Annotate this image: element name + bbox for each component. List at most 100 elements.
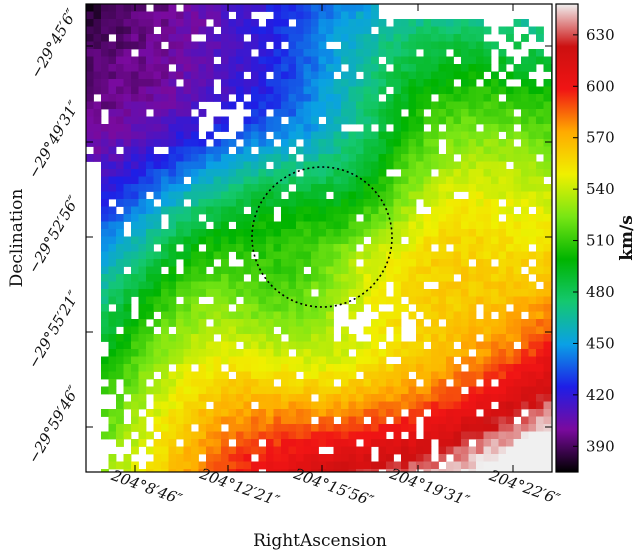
velocity-cell: [506, 101, 514, 110]
velocity-cell: [198, 49, 207, 57]
velocity-cell: [543, 319, 552, 327]
velocity-cell: [393, 86, 402, 95]
velocity-cell: [438, 394, 447, 402]
velocity-cell: [528, 386, 537, 395]
velocity-cell: [281, 364, 289, 372]
velocity-cell: [258, 71, 267, 80]
velocity-cell: [198, 4, 207, 12]
velocity-cell: [453, 214, 462, 222]
velocity-cell: [273, 26, 282, 35]
velocity-cell: [461, 139, 469, 147]
velocity-cell: [536, 94, 544, 102]
velocity-cell: [393, 146, 402, 155]
velocity-cell: [288, 206, 297, 215]
velocity-cell: [431, 19, 439, 27]
velocity-cell: [251, 229, 259, 237]
velocity-cell: [213, 274, 222, 282]
velocity-cell: [288, 4, 297, 12]
velocity-cell: [371, 349, 379, 357]
velocity-cell: [176, 221, 184, 230]
velocity-cell: [378, 266, 387, 275]
velocity-cell: [213, 169, 222, 177]
velocity-cell: [521, 191, 529, 200]
velocity-cell: [273, 371, 282, 380]
velocity-cell: [101, 259, 109, 267]
velocity-cell: [483, 116, 492, 125]
velocity-cell: [468, 131, 477, 140]
velocity-cell: [228, 64, 237, 72]
velocity-cell: [221, 296, 229, 305]
velocity-cell: [446, 259, 454, 267]
velocity-cell: [228, 206, 237, 215]
velocity-cell: [153, 319, 162, 327]
velocity-cell: [273, 244, 282, 252]
velocity-cell: [131, 131, 139, 140]
velocity-cell: [161, 446, 169, 455]
velocity-cell: [251, 289, 259, 297]
velocity-cell: [176, 311, 184, 320]
velocity-cell: [288, 334, 297, 342]
velocity-cell: [123, 131, 132, 140]
velocity-cell: [341, 394, 349, 402]
velocity-cell: [536, 169, 544, 177]
velocity-cell: [528, 469, 537, 472]
velocity-cell: [108, 334, 117, 342]
velocity-cell: [228, 416, 237, 425]
velocity-cell: [341, 341, 349, 350]
velocity-cell: [213, 11, 222, 20]
velocity-cell: [393, 49, 402, 57]
velocity-cell: [536, 401, 544, 410]
velocity-cell: [393, 154, 402, 162]
velocity-cell: [183, 34, 192, 42]
velocity-cell: [513, 169, 522, 177]
velocity-cell: [521, 214, 529, 222]
velocity-cell: [243, 19, 252, 27]
velocity-cell: [168, 184, 177, 192]
velocity-cell: [348, 161, 357, 170]
velocity-cell: [116, 199, 124, 207]
velocity-cell: [243, 371, 252, 380]
velocity-cell: [266, 431, 274, 440]
velocity-cell: [521, 364, 529, 372]
velocity-cell: [266, 341, 274, 350]
velocity-cell: [341, 116, 349, 125]
velocity-cell: [251, 281, 259, 290]
velocity-cell: [386, 401, 394, 410]
velocity-cell: [371, 386, 379, 395]
velocity-cell: [521, 394, 529, 402]
velocity-cell: [408, 206, 417, 215]
velocity-cell: [416, 266, 424, 275]
velocity-cell: [236, 229, 244, 237]
velocity-cell: [296, 311, 304, 320]
velocity-cell: [341, 259, 349, 267]
velocity-cell: [378, 214, 387, 222]
velocity-cell: [453, 446, 462, 455]
velocity-cell: [138, 199, 147, 207]
velocity-cell: [386, 26, 394, 35]
velocity-cell: [123, 424, 132, 432]
velocity-cell: [198, 56, 207, 65]
velocity-cell: [446, 214, 454, 222]
velocity-cell: [108, 251, 117, 260]
velocity-cell: [176, 64, 184, 72]
velocity-cell: [176, 124, 184, 132]
velocity-cell: [176, 131, 184, 140]
velocity-cell: [116, 371, 124, 380]
velocity-cell: [536, 409, 544, 417]
velocity-cell: [258, 191, 267, 200]
velocity-cell: [311, 86, 319, 95]
velocity-cell: [513, 281, 522, 290]
velocity-cell: [453, 469, 462, 472]
velocity-cell: [206, 304, 214, 312]
velocity-cell: [251, 371, 259, 380]
velocity-cell: [416, 386, 424, 395]
velocity-cell: [371, 334, 379, 342]
velocity-cell: [213, 146, 222, 155]
velocity-cell: [341, 236, 349, 245]
velocity-cell: [393, 26, 402, 35]
velocity-cell: [243, 296, 252, 305]
velocity-cell: [386, 266, 394, 275]
velocity-cell: [176, 274, 184, 282]
velocity-cell: [221, 229, 229, 237]
velocity-cell: [513, 19, 522, 27]
